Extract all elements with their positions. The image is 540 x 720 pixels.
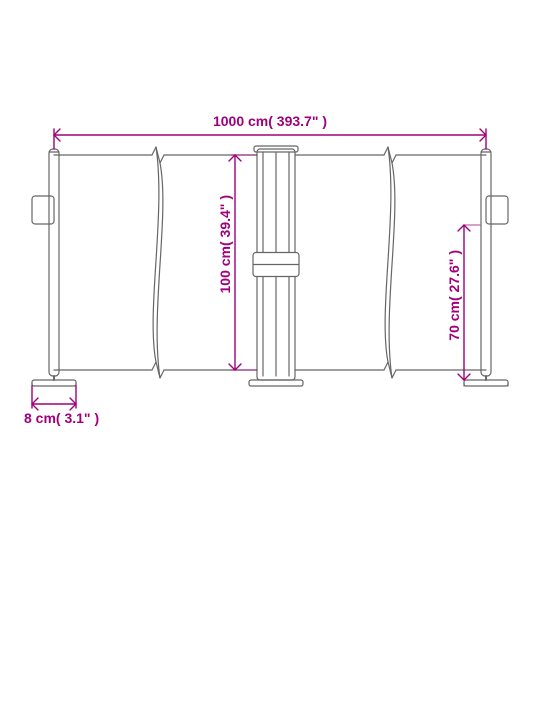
diagram-canvas: 1000 cm( 393.7" ) 100 cm( 39.4" ) 70 cm(… [0,0,540,720]
dim-total-width: 1000 cm( 393.7" ) [213,113,327,129]
dim-base-width: 8 cm( 3.1" ) [24,410,99,426]
dim-pole-height: 70 cm( 27.6" ) [446,250,462,341]
dim-center-height: 100 cm( 39.4" ) [217,195,233,293]
diagram-svg [0,0,540,720]
